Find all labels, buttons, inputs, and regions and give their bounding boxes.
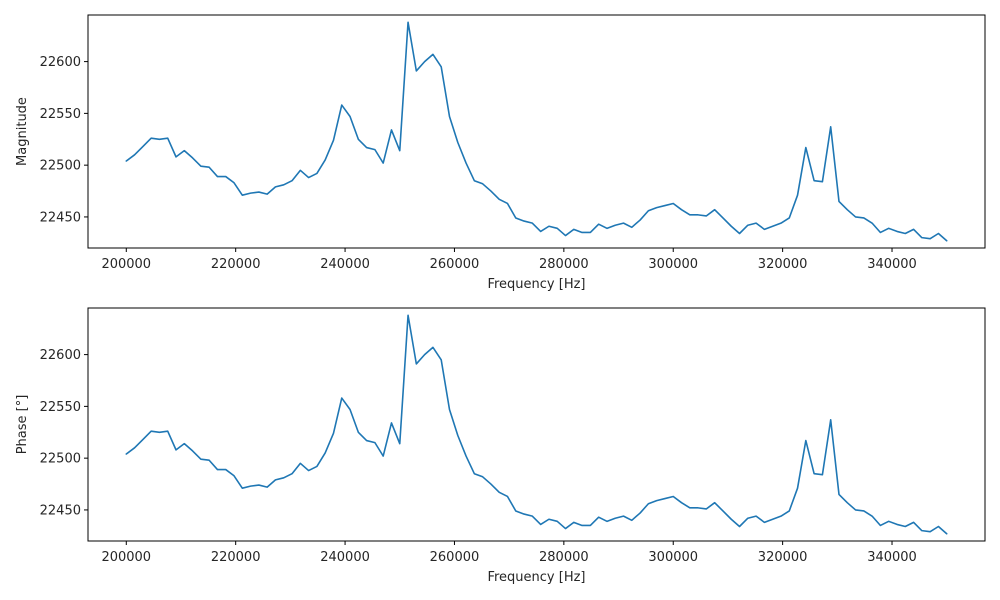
phase-x-tick-label: 200000 xyxy=(101,550,151,565)
magnitude-x-axis-label: Frequency [Hz] xyxy=(487,277,585,292)
phase-y-tick-label: 22550 xyxy=(40,400,81,415)
magnitude-x-tick-label: 320000 xyxy=(758,257,808,272)
magnitude-y-tick-label: 22500 xyxy=(40,159,81,174)
phase-series-line xyxy=(125,314,948,535)
phase-x-tick-label: 340000 xyxy=(867,550,917,565)
phase-y-axis-label: Phase [°] xyxy=(15,395,30,455)
magnitude-x-tick-label: 220000 xyxy=(211,257,261,272)
phase-x-tick-label: 300000 xyxy=(648,550,698,565)
phase-x-tick-label: 260000 xyxy=(430,550,480,565)
magnitude-y-axis-label: Magnitude xyxy=(15,97,30,166)
phase-x-tick-label: 320000 xyxy=(758,550,808,565)
phase-x-tick-label: 280000 xyxy=(539,550,589,565)
phase-axes-frame xyxy=(87,307,986,542)
magnitude-subplot: 200000 220000 240000 260000 280000 300000 3200… xyxy=(15,14,986,292)
phase-x-tick-label: 220000 xyxy=(211,550,261,565)
phase-x-axis-label: Frequency [Hz] xyxy=(487,570,585,585)
magnitude-y-tick-label: 22450 xyxy=(40,210,81,225)
magnitude-x-tick-label: 340000 xyxy=(867,257,917,272)
magnitude-x-tick-label: 300000 xyxy=(648,257,698,272)
magnitude-y-tick-label: 22550 xyxy=(40,107,81,122)
magnitude-y-tick-label: 22600 xyxy=(40,55,81,70)
magnitude-x-tick-label: 240000 xyxy=(320,257,370,272)
magnitude-x-tick-label: 260000 xyxy=(430,257,480,272)
magnitude-series-line xyxy=(125,21,948,242)
magnitude-x-tick-label: 200000 xyxy=(101,257,151,272)
magnitude-axes-frame xyxy=(87,14,986,249)
phase-y-tick-label: 22500 xyxy=(40,452,81,467)
phase-x-tick-label: 240000 xyxy=(320,550,370,565)
phase-y-tick-label: 22450 xyxy=(40,503,81,518)
phase-subplot: 200000 220000 240000 260000 280000 300000 3200… xyxy=(15,307,986,585)
phase-y-tick-label: 22600 xyxy=(40,348,81,363)
magnitude-x-tick-label: 280000 xyxy=(539,257,589,272)
